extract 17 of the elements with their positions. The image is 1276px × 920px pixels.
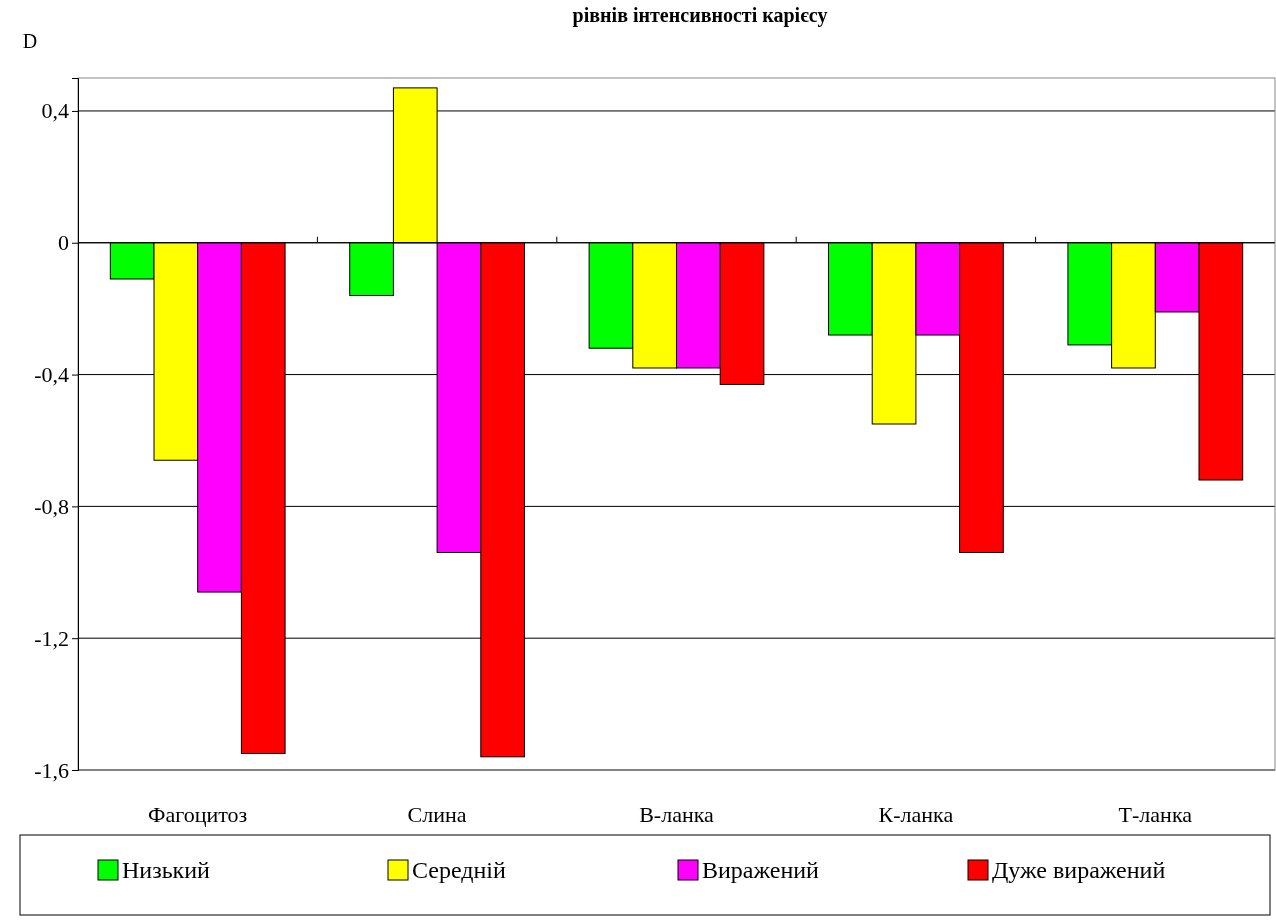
y-tick-label: -1,6 — [34, 757, 69, 783]
y-axis-title: D — [22, 30, 38, 52]
x-tick-label: К-ланка — [878, 802, 954, 827]
legend-label: Виражений — [702, 857, 820, 883]
y-tick-label: -0,4 — [34, 362, 69, 388]
x-tick-label: Фагоцитоз — [148, 802, 248, 827]
x-tick-label: В-ланка — [639, 802, 715, 827]
x-tick-label: Т-ланка — [1118, 802, 1193, 827]
chart-title: рівнів інтенсивності карієсу — [572, 4, 828, 27]
y-tick-label: -1,2 — [34, 625, 69, 651]
legend-label: Середній — [412, 857, 507, 883]
legend-label: Низький — [122, 857, 211, 883]
y-tick-label: 0,4 — [41, 98, 69, 124]
legend-label: Дуже виражений — [992, 857, 1166, 883]
y-tick-label: 0 — [58, 230, 69, 256]
y-tick-label: -0,8 — [34, 493, 69, 519]
x-tick-label: Слина — [407, 802, 467, 827]
